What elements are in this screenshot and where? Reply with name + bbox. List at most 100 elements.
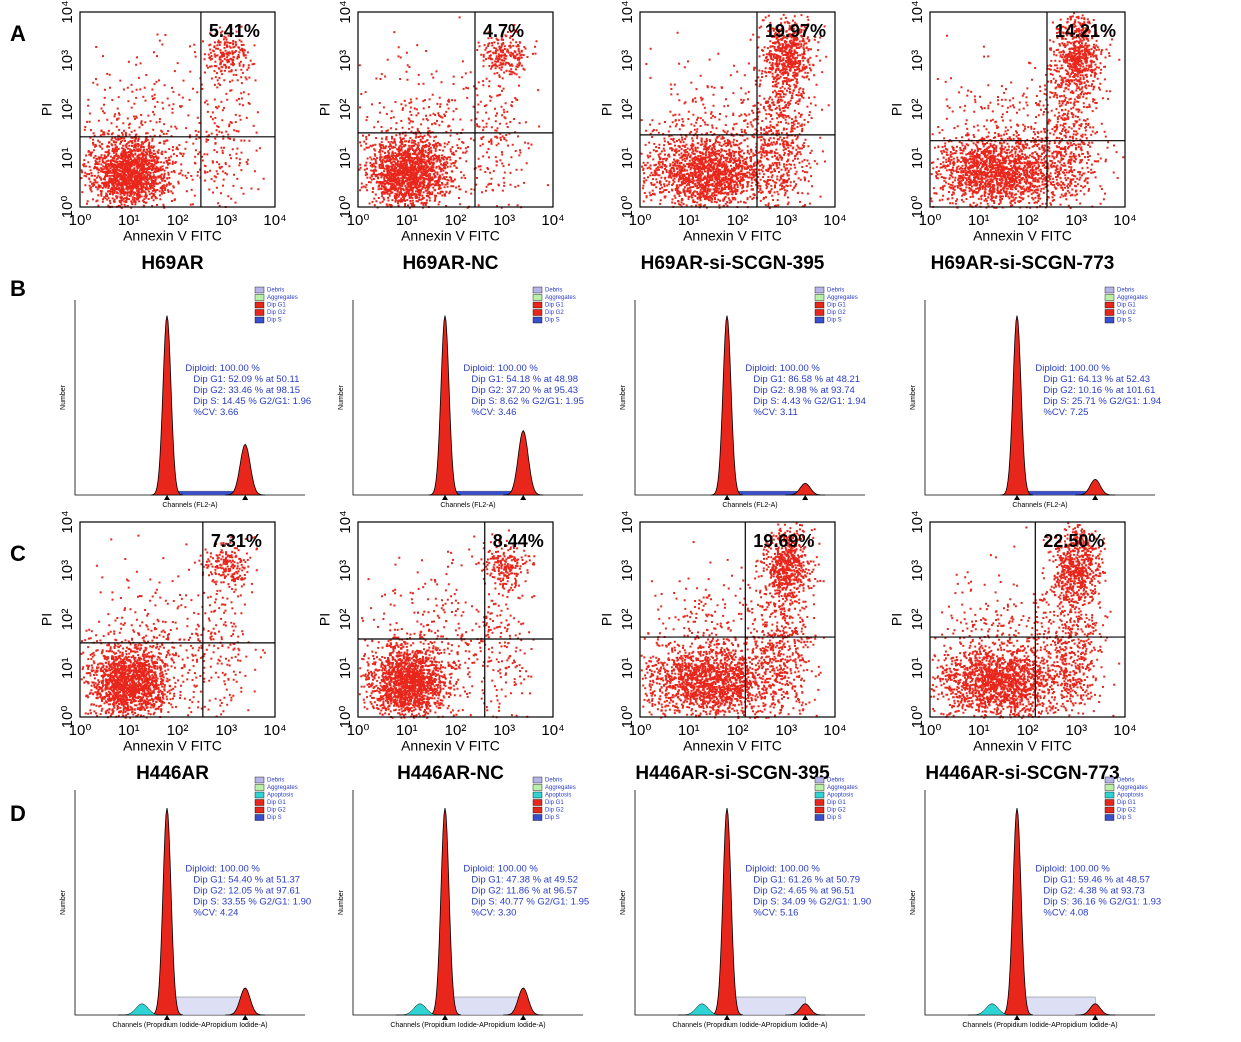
legend-swatch <box>814 316 825 324</box>
legend-label: Dip G1 <box>1117 800 1136 806</box>
y-tick-label: 10⁴ <box>59 510 76 533</box>
legend-label: Dip G2 <box>267 808 286 814</box>
legend-label: Dip G1 <box>267 303 286 309</box>
peak-marker <box>724 495 730 500</box>
stats-line: Dip G1: 61.26 % at 50.79 <box>753 874 860 885</box>
legend-swatch <box>254 799 265 806</box>
legend-label: Dip S <box>545 815 560 821</box>
x-tick-label: 10² <box>167 212 189 229</box>
x-tick-label: 10³ <box>493 212 515 229</box>
quadrant-percent: 22.50% <box>1043 531 1104 551</box>
y-axis-label: PI <box>317 103 333 116</box>
y-tick-label: 10⁴ <box>619 510 636 533</box>
scatter-dots <box>640 522 825 719</box>
legend-swatch <box>814 309 825 316</box>
g1-peak <box>150 807 184 1016</box>
legend-swatch <box>254 316 265 324</box>
y-tick-label: 10¹ <box>59 657 76 679</box>
stats-line: Dip G2: 11.86 % at 96.57 <box>471 885 577 896</box>
g2-peak <box>503 987 544 1016</box>
x-axis-label: Annexin V FITC <box>683 228 782 244</box>
legend-label: Dip G2 <box>1117 808 1136 814</box>
legend-swatch <box>532 776 543 784</box>
x-tick-label: 10¹ <box>678 212 700 229</box>
x-tick-label: 10⁰ <box>347 722 370 739</box>
x-tick-label: 10⁴ <box>1113 212 1136 229</box>
legend-label: Apoptosis <box>827 793 853 799</box>
y-tick-label: 10² <box>909 609 926 631</box>
peak-marker <box>242 1015 249 1020</box>
plot-frame <box>639 521 836 718</box>
x-tick-label: 10³ <box>1065 722 1087 739</box>
stats-line: Diploid: 100.00 % <box>745 363 820 374</box>
stats-line: %CV: 5.16 <box>753 907 798 918</box>
legend-swatch <box>532 316 543 324</box>
stats-line: Dip S: 4.43 % G2/G1: 1.94 <box>753 396 865 407</box>
legend-label: Dip S <box>827 815 842 821</box>
y-tick-label: 10⁴ <box>909 0 926 23</box>
peak-marker <box>442 495 448 500</box>
y-axis-label: PI <box>599 613 615 626</box>
legend-label: Dip S <box>545 318 560 324</box>
stats-line: Diploid: 100.00 % <box>463 863 538 874</box>
g2-peak <box>1075 1003 1116 1016</box>
legend-swatch <box>814 776 825 784</box>
legend-swatch <box>532 784 543 791</box>
g1-peak <box>1000 315 1034 496</box>
y-axis-label: Number <box>338 889 345 915</box>
y-tick-label: 10³ <box>59 50 76 72</box>
x-tick-label: 10³ <box>775 722 797 739</box>
x-tick-label: 10⁰ <box>69 722 92 739</box>
x-axis-label: Channels (FL2-A) <box>1012 502 1067 509</box>
y-tick-label: 10³ <box>619 50 636 72</box>
legend-swatch <box>254 814 265 821</box>
sample-title: H69AR-NC <box>402 253 498 274</box>
g2-peak <box>785 1003 826 1016</box>
peak-marker <box>520 495 527 500</box>
x-tick-label: 10² <box>727 212 749 229</box>
y-tick-label: 10² <box>337 99 354 121</box>
stats-line: Diploid: 100.00 % <box>1035 863 1110 874</box>
legend-swatch <box>254 286 265 294</box>
stats-line: Dip S: 25.71 % G2/G1: 1.94 <box>1043 396 1161 407</box>
g2-peak <box>1075 478 1116 496</box>
x-tick-label: 10⁰ <box>347 212 370 229</box>
scatter-dots <box>80 534 266 719</box>
legend-label: Dip G2 <box>545 808 564 814</box>
legend-swatch <box>532 814 543 821</box>
apoptosis-peak <box>968 1003 1016 1016</box>
panel-letter: A <box>10 21 26 46</box>
y-tick-label: 10¹ <box>909 657 926 679</box>
plot-frame <box>79 11 276 208</box>
x-tick-label: 10³ <box>215 212 237 229</box>
stats-line: Dip S: 33.55 % G2/G1: 1.90 <box>193 896 311 907</box>
g1-peak <box>710 315 744 496</box>
peak-marker <box>1014 495 1020 500</box>
legend-label: Aggregates <box>545 785 576 791</box>
scatter-dots <box>358 529 536 719</box>
stats-line: %CV: 4.08 <box>1043 907 1088 918</box>
x-tick-label: 10² <box>1017 212 1039 229</box>
legend-label: Dip S <box>267 318 282 324</box>
x-tick-label: 10² <box>1017 722 1039 739</box>
stats-line: Dip G1: 64.13 % at 52.43 <box>1043 374 1150 385</box>
stats-line: %CV: 3.66 <box>193 407 238 418</box>
peak-marker <box>1014 1015 1020 1020</box>
peak-marker <box>724 1015 730 1020</box>
x-tick-label: 10⁴ <box>823 722 846 739</box>
stats-line: Dip G2: 4.38 % at 93.73 <box>1043 885 1144 896</box>
scatter-dots <box>640 13 830 210</box>
legend-label: Dip G2 <box>545 310 564 316</box>
scatter-dots <box>80 25 265 209</box>
stats-line: Dip G1: 86.58 % at 48.21 <box>753 374 860 385</box>
stats-line: Dip G2: 4.65 % at 96.51 <box>753 885 854 896</box>
legend-swatch <box>1104 316 1115 324</box>
legend-swatch <box>1104 791 1115 799</box>
y-tick-label: 10⁴ <box>337 0 354 23</box>
stats-line: Dip G1: 59.46 % at 48.57 <box>1043 874 1150 885</box>
histogram-plot: Channels (Propidium Iodide-APropidium Io… <box>620 776 871 1029</box>
peak-marker <box>164 1015 170 1020</box>
